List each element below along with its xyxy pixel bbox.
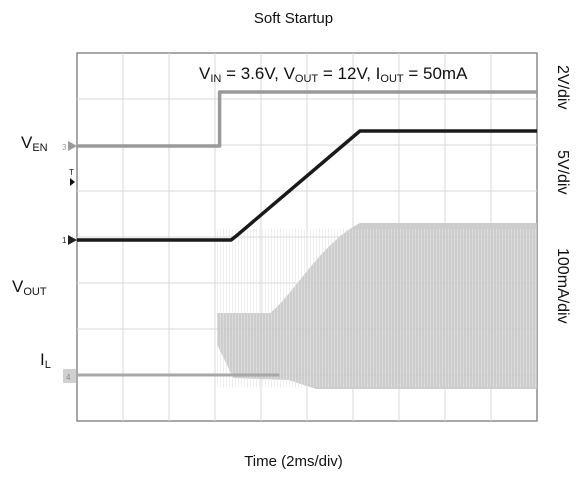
ch3-marker: 3 bbox=[62, 141, 77, 152]
ch1-marker: 1 bbox=[62, 235, 77, 245]
svg-text:1: 1 bbox=[62, 236, 67, 245]
trigger-marker: T bbox=[69, 168, 75, 186]
x-axis-label: Time (2ms/div) bbox=[244, 453, 343, 470]
scale-label-il: 100mA/div bbox=[554, 248, 571, 324]
chart-title: Soft Startup bbox=[253, 10, 334, 27]
series-label-ven: VEN bbox=[21, 133, 48, 154]
series-line-ven bbox=[77, 90, 537, 148]
series-label-vout: VOUT bbox=[12, 277, 47, 298]
scale-label-ven: 2V/div bbox=[554, 65, 571, 109]
series-line-vout bbox=[77, 129, 537, 242]
series-label-il: IL bbox=[40, 350, 51, 371]
scale-label-vout: 5V/div bbox=[554, 150, 571, 194]
ch4-marker: 4 bbox=[63, 369, 76, 383]
svg-text:3: 3 bbox=[62, 143, 67, 152]
svg-text:4: 4 bbox=[66, 373, 71, 382]
conditions-annotation: VIN = 3.6V, VOUT = 12V, IOUT = 50mA bbox=[199, 64, 468, 85]
svg-text:T: T bbox=[69, 168, 74, 177]
traces bbox=[77, 90, 538, 389]
